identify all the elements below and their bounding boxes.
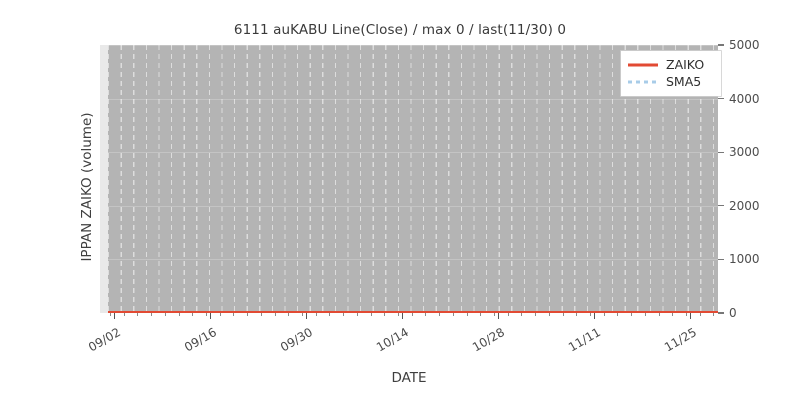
x-tick-minor bbox=[398, 313, 399, 316]
x-tick-minor bbox=[178, 313, 180, 316]
x-tick-minor bbox=[151, 313, 153, 316]
x-tick-minor bbox=[219, 313, 221, 316]
y-axis-tick: 1000 bbox=[718, 252, 760, 266]
x-tick-minor bbox=[507, 313, 509, 316]
legend-label-sma5: SMA5 bbox=[666, 74, 702, 89]
y-axis-tick: 5000 bbox=[718, 38, 760, 52]
vertical-gridlines bbox=[108, 45, 718, 313]
x-tick-minor bbox=[288, 313, 290, 316]
x-tick-minor bbox=[439, 313, 441, 316]
chart-title: 6111 auKABU Line(Close) / max 0 / last(1… bbox=[233, 22, 567, 38]
legend-label-zaiko: ZAIKO bbox=[666, 57, 705, 72]
x-tick-minor bbox=[329, 313, 331, 316]
y-tick-label: 0 bbox=[729, 306, 737, 320]
x-tick-minor bbox=[713, 313, 715, 316]
y-tick-mark bbox=[718, 205, 724, 207]
x-tick-minor bbox=[658, 313, 660, 316]
x-tick-minor bbox=[370, 313, 372, 316]
x-tick-minor bbox=[206, 313, 207, 316]
x-tick-minor bbox=[480, 313, 482, 316]
y-tick-label: 2000 bbox=[729, 198, 760, 213]
y-axis-label: IPPAN ZAIKO (volume) bbox=[79, 112, 95, 262]
y-tick-mark bbox=[718, 44, 724, 46]
x-tick-minor bbox=[548, 313, 550, 316]
x-tick-major bbox=[498, 313, 500, 319]
x-tick-label: 09/30 bbox=[278, 325, 315, 355]
series-layer bbox=[100, 45, 718, 313]
x-tick-minor bbox=[672, 313, 674, 316]
x-tick-minor bbox=[699, 313, 701, 316]
x-tick-minor bbox=[247, 313, 249, 316]
series-line-zaiko bbox=[108, 311, 718, 313]
x-tick-label: 09/16 bbox=[182, 325, 219, 355]
y-tick-mark bbox=[718, 258, 724, 260]
x-tick-label: 11/25 bbox=[662, 325, 699, 355]
x-tick-label: 10/14 bbox=[374, 325, 411, 355]
x-tick-minor bbox=[110, 313, 111, 316]
x-tick-major bbox=[306, 313, 308, 319]
y-axis: 0 1000 2000 3000 4000 5000 bbox=[718, 38, 798, 320]
y-tick-label: 5000 bbox=[729, 38, 760, 52]
legend[interactable]: ZAIKO SMA5 bbox=[621, 51, 721, 96]
plot-area bbox=[100, 45, 718, 313]
y-tick-label: 3000 bbox=[729, 145, 760, 160]
x-tick-minor bbox=[302, 313, 303, 316]
y-axis-tick: 3000 bbox=[718, 145, 760, 159]
x-tick-minor bbox=[425, 313, 427, 316]
x-tick-major bbox=[402, 313, 404, 319]
legend-item-sma5[interactable]: SMA5 bbox=[628, 73, 714, 90]
x-tick-minor bbox=[644, 313, 646, 316]
x-tick-minor bbox=[452, 313, 454, 316]
x-axis-tickmarks bbox=[100, 313, 718, 319]
y-axis-tick: 4000 bbox=[718, 92, 760, 106]
x-tick-minor bbox=[521, 313, 523, 316]
solid-line-swatch bbox=[628, 59, 658, 71]
x-tick-label: 09/02 bbox=[86, 325, 123, 355]
y-tick-label: 4000 bbox=[729, 91, 760, 106]
y-tick-label: 1000 bbox=[729, 252, 760, 267]
x-tick-minor bbox=[617, 313, 619, 316]
x-tick-label: 11/11 bbox=[566, 325, 603, 355]
x-tick-minor bbox=[137, 313, 139, 316]
legend-item-zaiko[interactable]: ZAIKO bbox=[628, 56, 714, 73]
x-tick-minor bbox=[233, 313, 235, 316]
x-tick-major bbox=[594, 313, 596, 319]
x-axis-label: DATE bbox=[391, 370, 427, 386]
x-tick-minor bbox=[686, 313, 687, 316]
x-tick-minor bbox=[590, 313, 591, 316]
y-tick-mark bbox=[718, 312, 724, 314]
x-tick-minor bbox=[315, 313, 317, 316]
x-tick-minor bbox=[384, 313, 386, 316]
y-axis-tick: 0 bbox=[718, 306, 737, 320]
x-tick-minor bbox=[576, 313, 578, 316]
x-tick-minor bbox=[466, 313, 468, 316]
x-tick-major bbox=[210, 313, 212, 319]
dotted-line-swatch bbox=[628, 76, 658, 88]
x-tick-minor bbox=[260, 313, 262, 316]
x-tick-label: 10/28 bbox=[470, 325, 507, 355]
x-tick-minor bbox=[631, 313, 633, 316]
x-tick-minor bbox=[603, 313, 605, 316]
x-tick-major bbox=[114, 313, 116, 319]
x-tick-minor bbox=[343, 313, 345, 316]
x-tick-minor bbox=[494, 313, 495, 316]
x-tick-minor bbox=[535, 313, 537, 316]
x-tick-major bbox=[690, 313, 692, 319]
x-tick-minor bbox=[123, 313, 125, 316]
y-tick-mark bbox=[718, 151, 724, 153]
x-tick-minor bbox=[411, 313, 413, 316]
x-tick-minor bbox=[164, 313, 166, 316]
x-tick-minor bbox=[192, 313, 194, 316]
y-axis-tick: 2000 bbox=[718, 199, 760, 213]
x-tick-minor bbox=[562, 313, 564, 316]
x-tick-minor bbox=[356, 313, 358, 316]
x-tick-minor bbox=[274, 313, 276, 316]
y-tick-mark bbox=[718, 98, 724, 100]
x-axis: 09/02 09/16 09/30 10/14 10/28 11/11 11/25 bbox=[86, 313, 718, 373]
